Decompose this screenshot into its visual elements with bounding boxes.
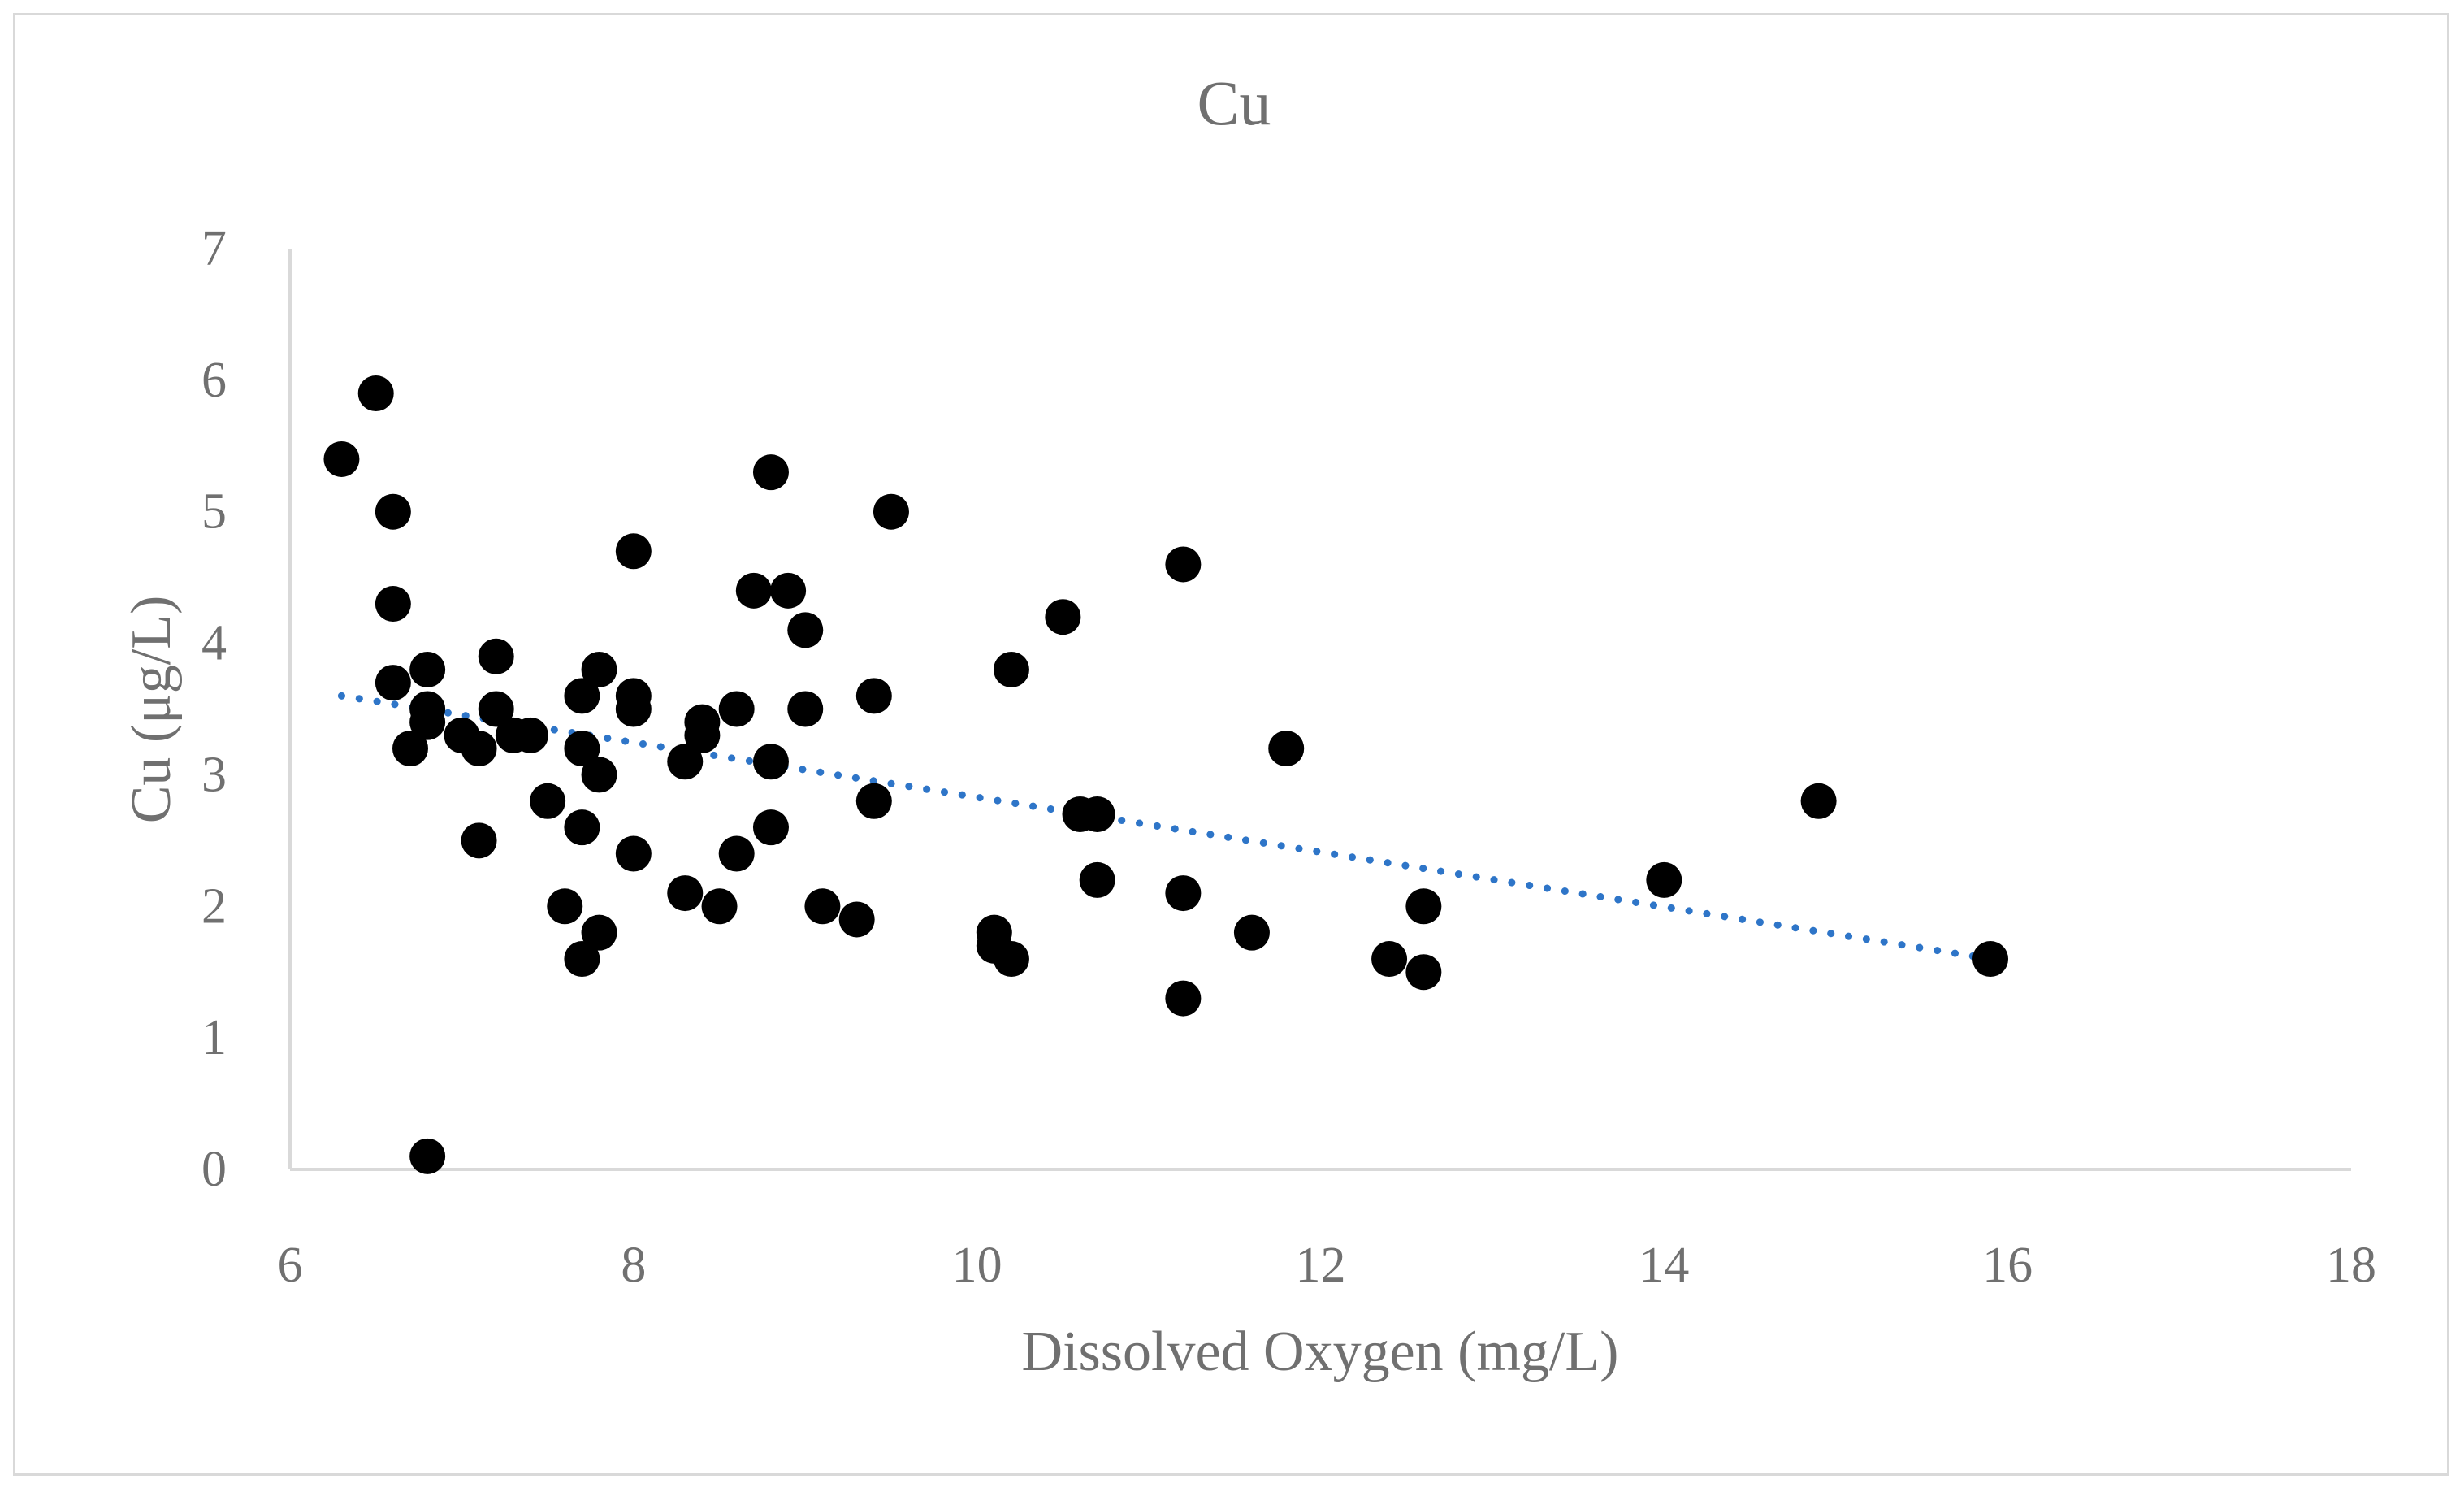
chart-title: Cu xyxy=(1197,67,1271,138)
y-tick-label: 0 xyxy=(201,1142,227,1197)
y-tick-label: 1 xyxy=(201,1010,227,1065)
data-point xyxy=(735,572,772,609)
y-axis-title: Cu (μg/L) xyxy=(120,596,183,824)
data-point xyxy=(1079,861,1115,898)
data-point xyxy=(873,493,909,530)
x-tick-label: 18 xyxy=(2326,1238,2376,1293)
data-point xyxy=(392,731,428,767)
data-point xyxy=(547,888,583,925)
x-tick-label: 16 xyxy=(1982,1238,2033,1293)
data-point xyxy=(1800,783,1837,819)
data-point xyxy=(323,440,360,477)
axes xyxy=(288,249,2351,1171)
data-point xyxy=(564,941,600,978)
data-point xyxy=(461,822,497,859)
data-point xyxy=(461,731,497,767)
y-tick-label: 7 xyxy=(201,221,227,276)
data-point xyxy=(718,691,755,727)
x-tick-label: 8 xyxy=(621,1238,646,1293)
data-point xyxy=(564,809,600,846)
data-point xyxy=(838,901,875,938)
data-point xyxy=(615,691,652,727)
data-point xyxy=(357,375,394,412)
y-tick-label: 6 xyxy=(201,353,227,408)
data-point xyxy=(787,612,824,648)
data-point xyxy=(530,783,566,819)
data-point xyxy=(409,651,446,687)
y-tick-label: 2 xyxy=(201,878,227,934)
data-point xyxy=(615,835,652,872)
data-point xyxy=(804,888,841,925)
y-tick-label: 5 xyxy=(201,484,227,540)
data-point xyxy=(1646,861,1682,898)
x-tick-label: 10 xyxy=(952,1238,1002,1293)
data-point xyxy=(581,651,617,687)
x-tick-labels: 6 8 10 12 14 16 18 xyxy=(278,1238,2377,1293)
data-point xyxy=(752,454,789,491)
data-point xyxy=(375,665,411,701)
y-tick-label: 3 xyxy=(201,747,227,802)
data-point xyxy=(752,744,789,780)
data-point xyxy=(581,914,617,951)
data-point xyxy=(1079,796,1115,832)
data-point xyxy=(1165,980,1202,1017)
data-point xyxy=(375,493,411,530)
data-point xyxy=(615,533,652,570)
x-tick-label: 14 xyxy=(1639,1238,1689,1293)
data-point xyxy=(752,809,789,846)
data-point xyxy=(993,941,1029,978)
x-axis-title: Dissolved Oxygen (mg/L) xyxy=(1022,1321,1619,1383)
data-point xyxy=(787,691,824,727)
data-point xyxy=(1371,941,1408,978)
data-point xyxy=(1165,546,1202,583)
data-point xyxy=(1233,914,1270,951)
data-point xyxy=(684,717,721,753)
data-point xyxy=(409,704,446,740)
data-point xyxy=(512,717,548,753)
data-point xyxy=(770,572,807,609)
data-point xyxy=(564,731,600,767)
data-point xyxy=(409,1138,446,1174)
data-point xyxy=(701,888,738,925)
data-point xyxy=(1405,888,1442,925)
data-point xyxy=(993,651,1029,687)
data-point xyxy=(855,783,892,819)
data-point xyxy=(667,744,704,780)
data-point xyxy=(581,757,617,793)
data-point xyxy=(1405,954,1442,991)
data-point xyxy=(1045,599,1081,635)
data-point xyxy=(478,691,514,727)
data-point xyxy=(855,678,892,714)
x-tick-label: 12 xyxy=(1296,1238,1346,1293)
y-tick-labels: 0 1 2 3 4 5 6 7 xyxy=(201,221,227,1197)
data-point xyxy=(1268,731,1305,767)
data-point xyxy=(667,875,704,912)
data-point xyxy=(1972,941,2009,978)
y-tick-label: 4 xyxy=(201,616,227,671)
data-points xyxy=(323,375,2009,1174)
data-point xyxy=(1165,875,1202,912)
x-tick-label: 6 xyxy=(278,1238,303,1293)
data-point xyxy=(375,586,411,622)
data-point xyxy=(478,638,514,674)
data-point xyxy=(564,678,600,714)
data-point xyxy=(718,835,755,872)
